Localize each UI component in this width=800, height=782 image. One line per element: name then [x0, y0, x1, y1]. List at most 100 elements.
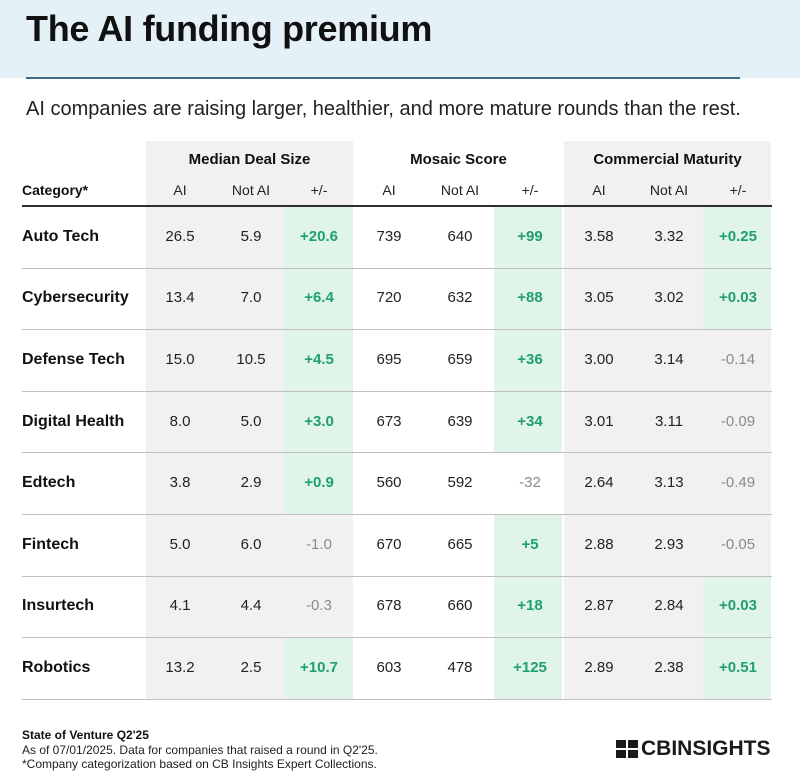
table-cell: 659 — [447, 351, 473, 368]
table-cell: -0.14 — [720, 351, 756, 368]
positive-highlight — [703, 267, 771, 330]
col-label-maturity-ai: AI — [592, 182, 606, 198]
table-cell: 632 — [447, 289, 473, 307]
table-cell: -0.49 — [720, 474, 756, 492]
header-banner — [0, 0, 800, 78]
group-label-commercial-maturity: Commercial Maturity — [593, 151, 742, 168]
table-cell: 15.0 — [165, 351, 195, 368]
group-label-median-deal-size: Median Deal Size — [188, 151, 311, 168]
cb-insights-logo-icon — [616, 740, 638, 758]
table-cell: 673 — [376, 412, 402, 430]
footer-note-categorization: *Company categorization based on CB Insi… — [22, 757, 377, 771]
table-cell: 4.1 — [169, 597, 191, 615]
table-cell: 3.02 — [654, 289, 684, 307]
table-cell: 2.88 — [584, 535, 614, 553]
cb-insights-logo-text: CBINSIGHTS — [641, 737, 771, 760]
table-cell: 478 — [447, 659, 473, 676]
row-divider — [22, 267, 772, 269]
row-divider — [22, 390, 772, 392]
table-cell: -0.3 — [306, 597, 332, 615]
table-cell: 678 — [376, 597, 402, 615]
table-cell: +10.7 — [300, 659, 338, 676]
row-divider — [22, 575, 772, 577]
page-subtitle: AI companies are raising larger, healthi… — [26, 98, 741, 120]
table-cell: 13.2 — [165, 659, 195, 676]
positive-highlight — [285, 390, 353, 453]
positive-highlight — [285, 637, 353, 700]
footer-title: State of Venture Q2'25 — [22, 728, 149, 742]
table-cell: 603 — [376, 659, 402, 676]
positive-highlight — [285, 267, 353, 330]
positive-highlight — [494, 267, 562, 330]
table-cell: 2.64 — [584, 474, 614, 492]
table-cell: 739 — [376, 227, 402, 245]
table-cell: -1.0 — [306, 535, 332, 553]
table-cell: +34 — [517, 412, 543, 430]
positive-highlight — [285, 452, 353, 515]
group-label-mosaic-score: Mosaic Score — [410, 151, 507, 168]
table-cell: 2.87 — [584, 597, 614, 615]
table-cell: 640 — [447, 227, 473, 245]
table-cell: 6.0 — [240, 535, 262, 553]
table-cell: 3.00 — [584, 351, 614, 368]
col-label-deal-size-not-ai: Not AI — [231, 182, 271, 198]
table-cell: 2.38 — [654, 659, 684, 676]
table-cell: 720 — [376, 289, 402, 307]
table-cell: 5.9 — [240, 227, 262, 245]
table-cell: 560 — [376, 474, 402, 492]
category-label: Defense Tech — [22, 351, 125, 368]
table-cell: 695 — [376, 351, 402, 368]
table-cell: 665 — [447, 535, 473, 553]
positive-highlight — [703, 637, 771, 700]
footer-note-date: As of 07/01/2025. Data for companies tha… — [22, 743, 378, 757]
table-cell: 7.0 — [240, 289, 262, 307]
table-cell: 8.0 — [169, 412, 191, 430]
category-label: Cybersecurity — [22, 289, 129, 307]
table-cell: 3.13 — [654, 474, 684, 492]
table-cell: 3.01 — [584, 412, 614, 430]
positive-highlight — [285, 206, 353, 269]
positive-highlight — [494, 206, 562, 269]
table-cell: +36 — [517, 351, 543, 368]
col-label-mosaic-ai: AI — [382, 182, 396, 198]
positive-highlight — [285, 329, 353, 392]
positive-highlight — [494, 329, 562, 392]
positive-highlight — [494, 390, 562, 453]
col-label-maturity-not-ai: Not AI — [649, 182, 689, 198]
table-cell: +18 — [517, 597, 543, 615]
cb-insights-logo: CBINSIGHTS — [616, 737, 771, 761]
table-cell: +3.0 — [304, 412, 334, 430]
row-divider — [22, 698, 772, 700]
table-cell: +6.4 — [304, 289, 334, 307]
table-cell: 2.9 — [240, 474, 262, 492]
table-cell: 10.5 — [236, 351, 266, 368]
table-cell: 5.0 — [169, 535, 191, 553]
category-label: Auto Tech — [22, 227, 100, 245]
row-divider — [22, 637, 772, 639]
table-cell: -0.09 — [720, 412, 756, 430]
col-label-mosaic-not-ai: Not AI — [440, 182, 480, 198]
table-cell: 3.32 — [654, 227, 684, 245]
table-cell: 3.8 — [169, 474, 191, 492]
table-cell: 3.14 — [654, 351, 684, 368]
table-cell: 2.93 — [654, 535, 684, 553]
table-cell: 3.05 — [584, 289, 614, 307]
row-divider — [22, 514, 772, 515]
table-cell: +99 — [517, 227, 543, 245]
table-cell: -32 — [519, 474, 541, 492]
table-cell: 5.0 — [240, 412, 262, 430]
table-cell: +4.5 — [304, 351, 334, 368]
table-cell: 13.4 — [165, 289, 195, 307]
positive-highlight — [703, 206, 771, 269]
col-label-deal-size-ai: AI — [173, 182, 187, 198]
table-cell: 3.58 — [584, 227, 614, 245]
table-cell: 2.89 — [584, 659, 614, 676]
category-label: Robotics — [22, 659, 91, 676]
table-cell: +125 — [513, 659, 547, 676]
row-divider — [22, 452, 772, 454]
col-label-mosaic-diff: +/- — [521, 182, 539, 198]
table-cell: 3.11 — [654, 412, 684, 430]
positive-highlight — [703, 575, 771, 638]
table-cell: +0.03 — [719, 289, 757, 307]
table-cell: 660 — [447, 597, 473, 615]
